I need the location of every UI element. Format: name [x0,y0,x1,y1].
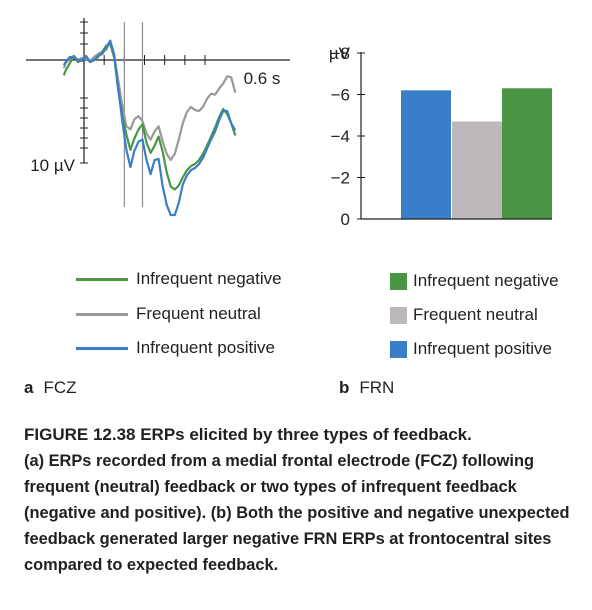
frn-bar-infrequent-positive [401,90,451,219]
legend-box-swatch [390,340,407,358]
frn-bars [401,88,552,220]
panel-title-b: FRN [359,378,395,397]
frn-bar-infrequent-negative [502,88,552,220]
erp-x-tick-label: 0.6 s [244,69,281,88]
legend-a-label: Infrequent negative [136,269,282,288]
panel-label-b: b FRN [339,378,394,398]
caption-text-b: Both the positive and negative unexpecte… [24,504,570,574]
legend-b-item: Infrequent negative [390,271,559,291]
figure-caption: FIGURE 12.38 ERPs elicited by three type… [24,422,574,578]
panel-letter-a: a [24,378,34,397]
panel-label-a: a FCZ [24,378,77,398]
erp-line-infrequent-positive [62,39,237,217]
caption-text-a: ERPs recorded from a medial frontal elec… [24,452,535,522]
legend-a-label: Infrequent positive [136,338,275,357]
caption-title: FIGURE 12.38 ERPs elicited by three type… [24,425,472,444]
frn-y-tick-label: 0 [341,210,350,229]
legend-a-item: Infrequent negative [76,269,282,289]
legend-line-swatch [76,312,128,316]
legend-box-swatch [390,306,407,324]
caption-tag-b: (b) [210,504,232,522]
panel-letter-b: b [339,378,350,397]
caption-tag-a: (a) [24,452,45,470]
erp-y-scale-label: 10 µV [30,156,75,175]
legend-box-swatch [390,272,407,290]
frn-y-unit-label: µV [329,44,351,63]
frn-bar-frequent-neutral [452,121,502,219]
legend-a-label: Frequent neutral [136,304,261,323]
legend-a-item: Frequent neutral [76,304,261,324]
frn-y-tick-label: −8 [331,44,350,63]
legend-a-item: Infrequent positive [76,338,275,358]
frn-y-tick-label: −4 [331,127,350,146]
erp-lines [62,39,237,217]
legend-line-swatch [76,277,128,281]
legend-b-label: Frequent neutral [413,305,538,324]
frn-axis: −8 −6 −4 −2 0 [331,44,552,229]
legend-b-label: Infrequent positive [413,339,552,358]
caption-body: (a) ERPs recorded from a medial frontal … [24,448,574,578]
panel-title-a: FCZ [43,378,77,397]
legend-line-swatch [76,346,128,350]
legend-b-label: Infrequent negative [413,271,559,290]
legend-b-item: Infrequent positive [390,339,552,359]
legend-b-item: Frequent neutral [390,305,538,325]
erp-line-frequent-neutral [62,40,237,162]
frn-y-tick-label: −6 [331,86,350,105]
frn-y-tick-label: −2 [331,169,350,188]
